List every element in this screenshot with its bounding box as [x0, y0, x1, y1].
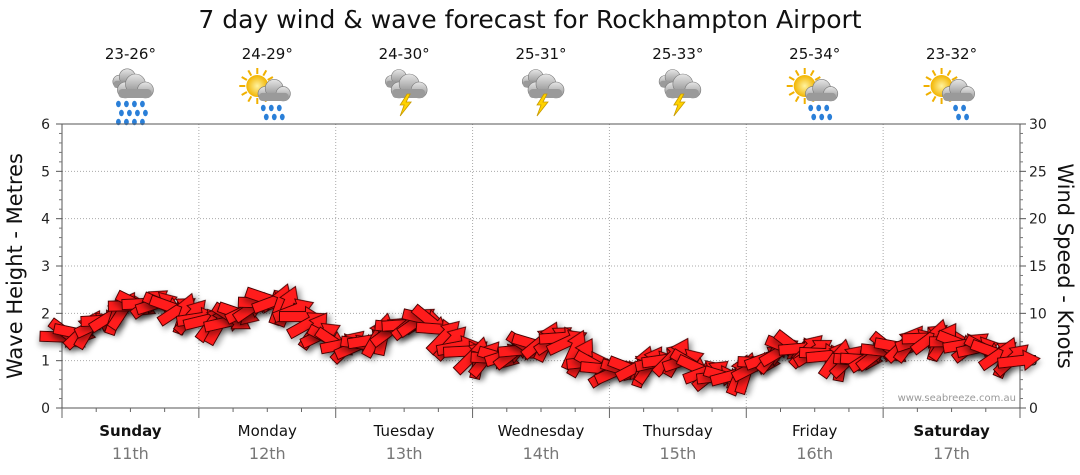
day-date-label: 13th — [386, 444, 423, 463]
temperature-label: 23-26° — [105, 45, 156, 63]
storm-cloud-icon — [385, 69, 428, 117]
forecast-icons — [112, 68, 975, 126]
right-axis-title: Wind Speed - Knots — [1053, 163, 1077, 368]
temperature-label: 23-32° — [926, 45, 977, 63]
temperature-labels: 23-26° 24-29° 24-30° 25-31° 25-33° 25-34° 23-3… — [105, 45, 977, 63]
bottom-ticks — [61, 408, 1021, 418]
storm-cloud-icon — [521, 69, 565, 117]
right-tick-label: 20 — [1029, 212, 1047, 228]
wind-arrows — [39, 283, 1041, 397]
left-tick-label: 0 — [41, 401, 50, 417]
sun-cloud-rain-icon — [239, 68, 291, 121]
chart-title: 7 day wind & wave forecast for Rockhampt… — [198, 5, 861, 34]
day-name-label: Sunday — [99, 422, 162, 440]
rain-cloud-icon — [112, 68, 154, 126]
day-name-label: Thursday — [642, 422, 713, 440]
right-tick-label: 0 — [1029, 401, 1038, 417]
day-name-label: Monday — [238, 422, 297, 440]
day-name-label: Friday — [792, 422, 838, 440]
day-name-label: Wednesday — [498, 422, 585, 440]
right-tick-label: 25 — [1029, 164, 1047, 180]
left-tick-label: 3 — [41, 259, 50, 275]
left-tick-label: 5 — [41, 164, 50, 180]
day-date-label: 17th — [933, 444, 970, 463]
temperature-label: 25-31° — [515, 45, 566, 63]
left-axis-title: Wave Height - Metres — [3, 153, 27, 379]
day-date-label: 16th — [796, 444, 833, 463]
right-tick-label: 10 — [1029, 306, 1047, 322]
watermark: www.seabreeze.com.au — [898, 393, 1016, 404]
sun-cloud-rain-icon — [786, 68, 839, 121]
day-name-label: Saturday — [913, 422, 990, 440]
day-date-label: 12th — [249, 444, 286, 463]
day-name-label: Tuesday — [373, 422, 435, 440]
day-date-label: 14th — [523, 444, 560, 463]
grid-lines — [62, 124, 1020, 408]
temperature-label: 24-29° — [242, 45, 293, 63]
right-tick-label: 30 — [1029, 117, 1047, 133]
wind-arrow — [997, 349, 1041, 372]
plot-frame — [61, 123, 1021, 409]
left-tick-label: 2 — [41, 306, 50, 322]
day-labels: Sunday 11th Monday 12th Tuesday 13th Wednesday… — [99, 422, 990, 463]
left-tick-label: 1 — [41, 354, 50, 370]
temperature-label: 25-33° — [652, 45, 703, 63]
right-tick-label: 15 — [1029, 259, 1047, 275]
day-date-label: 11th — [112, 444, 149, 463]
storm-cloud-icon — [658, 69, 702, 117]
right-axis-ticks: 051015202530 — [1020, 117, 1047, 417]
left-axis-ticks: 0 1 2 3 4 5 6 — [41, 117, 62, 417]
left-tick-label: 4 — [41, 212, 50, 228]
sun-cloud-shower-icon — [923, 68, 975, 121]
day-date-label: 15th — [659, 444, 696, 463]
temperature-label: 24-30° — [379, 45, 430, 63]
temperature-label: 25-34° — [789, 45, 840, 63]
left-tick-label: 6 — [41, 117, 50, 133]
